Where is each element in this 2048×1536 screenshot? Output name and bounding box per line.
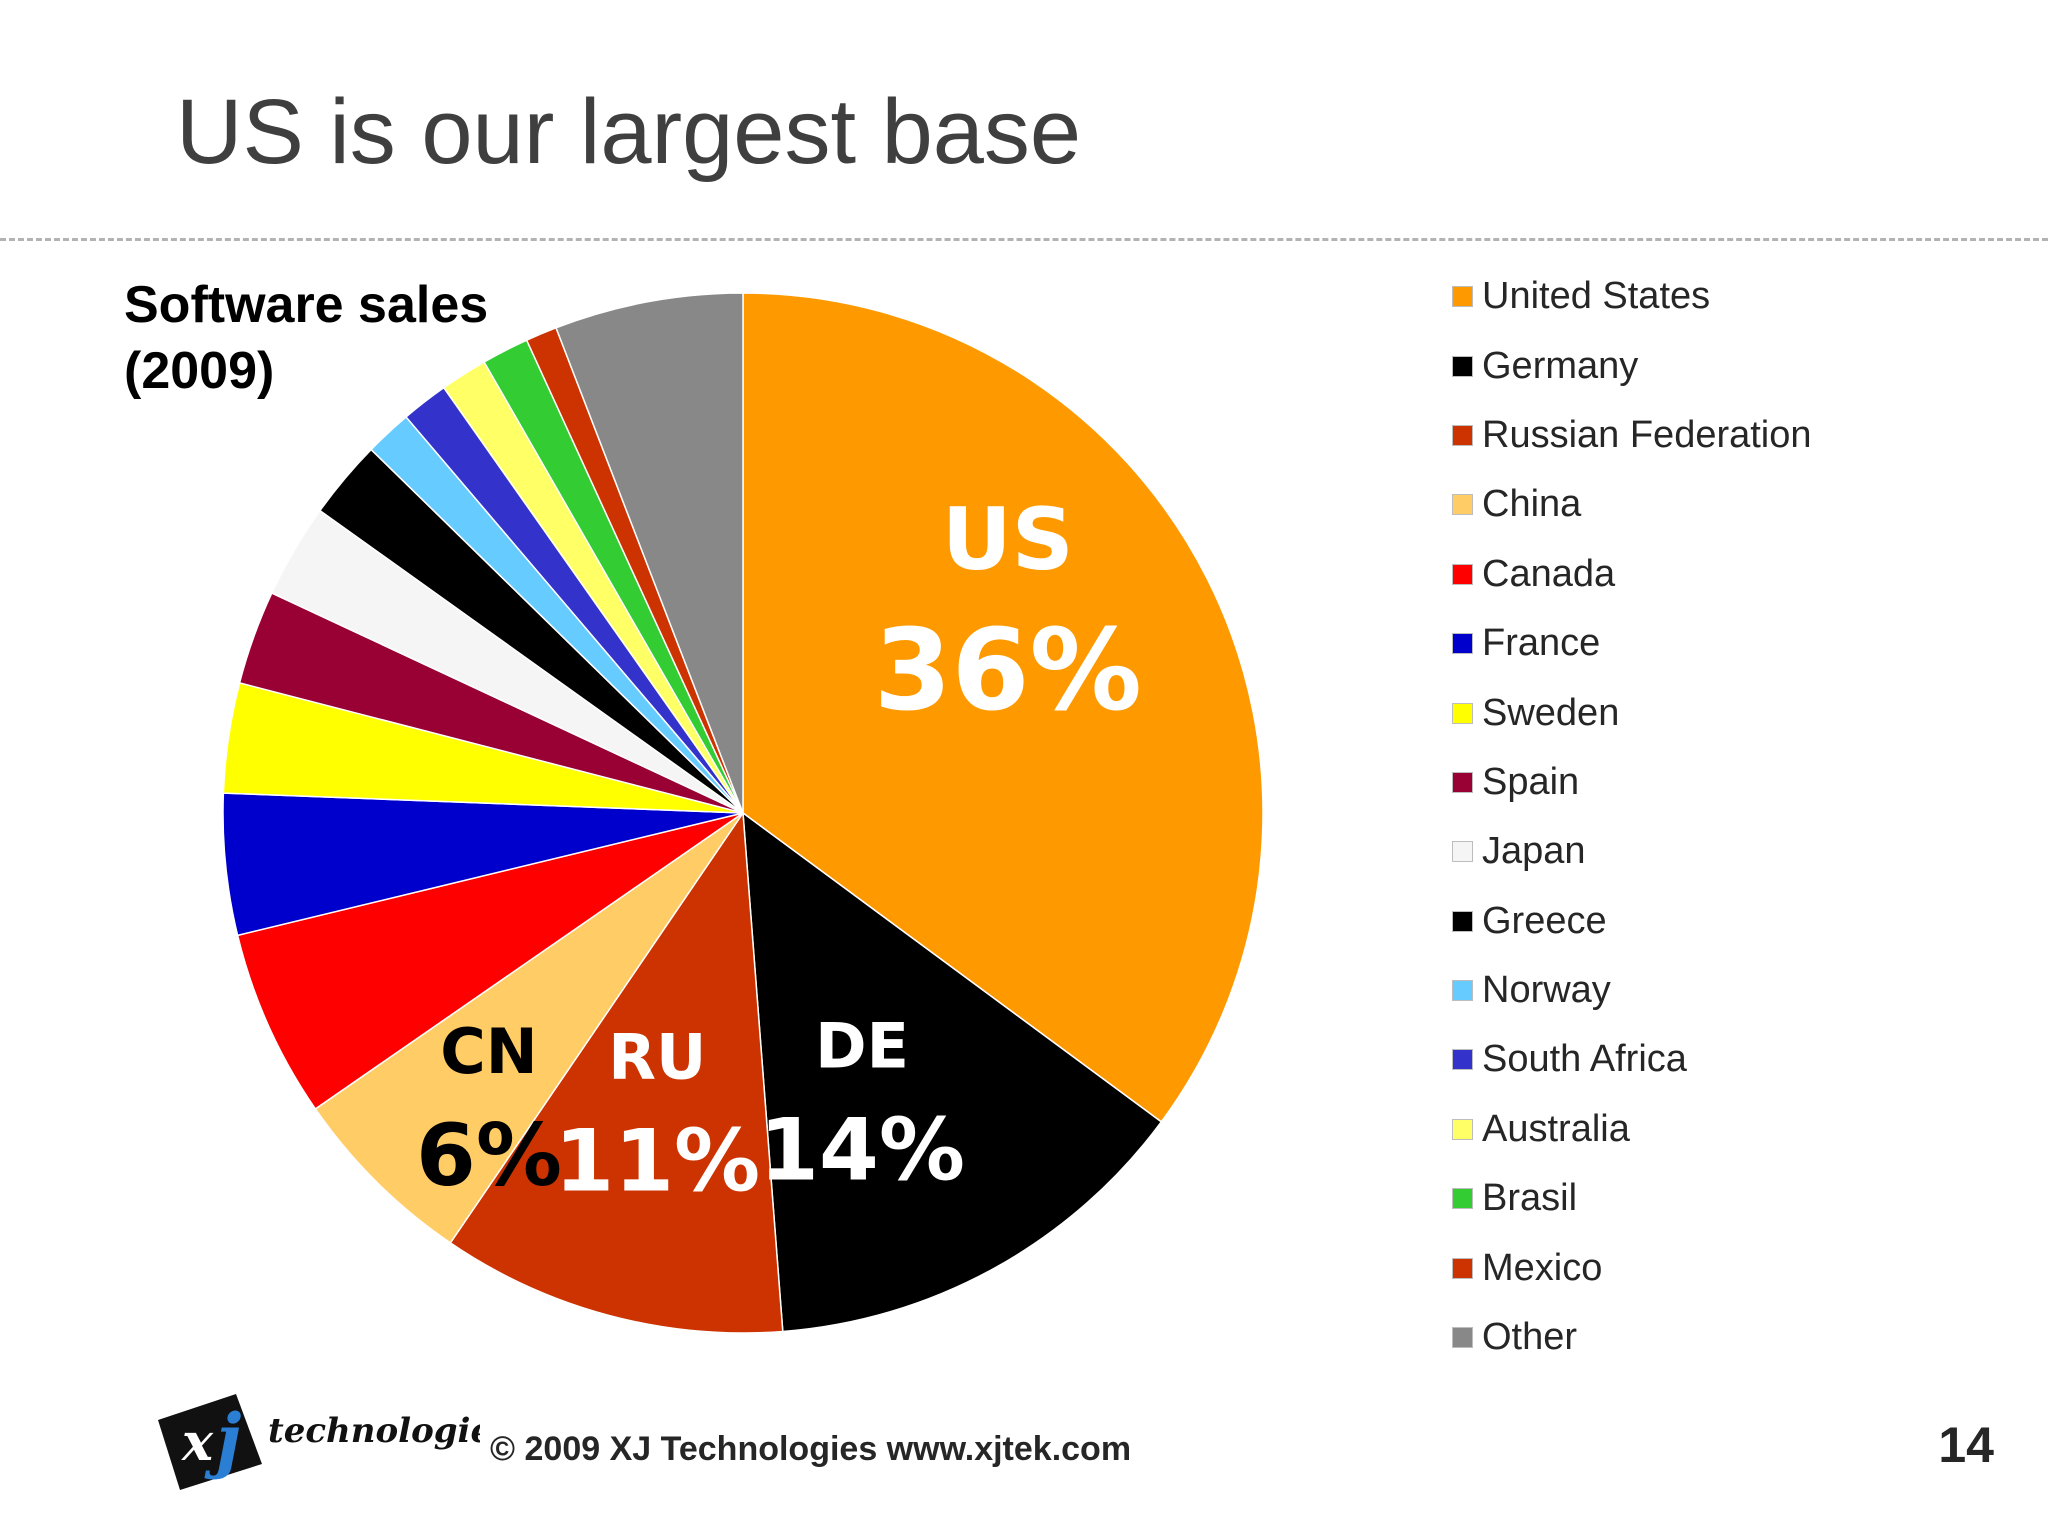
legend-label: Australia	[1482, 1107, 1630, 1150]
title-divider	[0, 238, 2048, 241]
legend-item-japan: Japan	[1452, 817, 2012, 886]
pie-slice-other	[555, 292, 744, 814]
page-number: 14	[1938, 1417, 1994, 1473]
legend-label: China	[1482, 483, 1582, 526]
legend-label: Spain	[1482, 760, 1580, 803]
legend-label: Greece	[1482, 899, 1607, 942]
data-label-code-ru: RU	[608, 1021, 706, 1094]
svg-text:technologies: technologies	[268, 1411, 480, 1451]
legend-swatch	[1452, 494, 1473, 516]
legend-item-germany: Germany	[1452, 331, 2012, 400]
legend-swatch	[1452, 563, 1473, 585]
slide-title: US is our largest base	[176, 81, 1082, 183]
legend-item-canada: Canada	[1452, 540, 2012, 609]
legend-swatch	[1452, 980, 1473, 1002]
legend-swatch	[1452, 1327, 1473, 1349]
legend-item-spain: Spain	[1452, 748, 2012, 817]
legend-label: Norway	[1482, 969, 1611, 1012]
legend-label: Japan	[1482, 830, 1586, 873]
pie-slice-canada	[236, 812, 744, 1110]
legend-item-sweden: Sweden	[1452, 678, 2012, 747]
data-label-code-de: DE	[815, 1010, 909, 1083]
legend-item-other: Other	[1452, 1303, 2012, 1372]
footer: x j technologies © 2009 XJ Technologies …	[150, 1380, 2010, 1490]
data-label-percent-ru: 11%	[554, 1112, 760, 1212]
legend-swatch	[1452, 286, 1473, 308]
legend-label: Canada	[1482, 552, 1616, 595]
legend-item-china: China	[1452, 470, 2012, 539]
legend-item-greece: Greece	[1452, 887, 2012, 956]
legend-item-south-africa: South Africa	[1452, 1025, 2012, 1094]
legend-swatch	[1452, 633, 1473, 655]
data-label-percent-de: 14%	[759, 1101, 965, 1201]
data-label-code-us: US	[942, 490, 1074, 590]
xj-technologies-logo: x j technologies	[158, 1394, 480, 1490]
legend-swatch	[1452, 702, 1473, 724]
legend-item-mexico: Mexico	[1452, 1233, 2012, 1302]
chart-title: Software sales (2009)	[124, 272, 584, 404]
legend-label: Russian Federation	[1482, 413, 1812, 456]
legend-swatch	[1452, 424, 1473, 446]
legend-label: South Africa	[1482, 1038, 1687, 1081]
legend-item-brasil: Brasil	[1452, 1164, 2012, 1233]
legend-label: Mexico	[1482, 1246, 1603, 1289]
legend-swatch	[1452, 1118, 1473, 1140]
legend-swatch	[1452, 841, 1473, 863]
pie-slice-germany	[742, 811, 1163, 1333]
legend-label: France	[1482, 622, 1601, 665]
chart-title-line-1: Software sales	[124, 276, 489, 334]
copyright-text: © 2009 XJ Technologies www.xjtek.com	[490, 1430, 1132, 1468]
legend-label: Other	[1482, 1316, 1578, 1359]
legend-item-norway: Norway	[1452, 956, 2012, 1025]
legend-label: Brasil	[1482, 1177, 1578, 1220]
legend-item-russian-federation: Russian Federation	[1452, 401, 2012, 470]
pie-slice-united-states	[742, 292, 1264, 1123]
chart-legend: United States Germany Russian Federation Ch…	[1452, 262, 2012, 1372]
legend-item-australia: Australia	[1452, 1095, 2012, 1164]
data-label-percent-cn: 6%	[416, 1106, 562, 1206]
data-label-code-cn: CN	[440, 1015, 537, 1088]
legend-swatch	[1452, 910, 1473, 932]
legend-swatch	[1452, 355, 1473, 377]
chart-title-line-2: (2009)	[124, 342, 275, 400]
svg-text:x: x	[181, 1412, 214, 1473]
pie-slice-russian-federation	[449, 810, 784, 1334]
legend-swatch	[1452, 1257, 1473, 1279]
legend-swatch	[1452, 1049, 1473, 1071]
legend-label: Sweden	[1482, 691, 1620, 734]
legend-swatch	[1452, 771, 1473, 793]
legend-label: Germany	[1482, 344, 1639, 387]
legend-item-france: France	[1452, 609, 2012, 678]
legend-item-united-states: United States	[1452, 262, 2012, 331]
legend-swatch	[1452, 1188, 1473, 1210]
data-label-percent-us: 36%	[874, 606, 1142, 736]
legend-label: United States	[1482, 275, 1711, 318]
pie-slice-china	[314, 812, 744, 1244]
